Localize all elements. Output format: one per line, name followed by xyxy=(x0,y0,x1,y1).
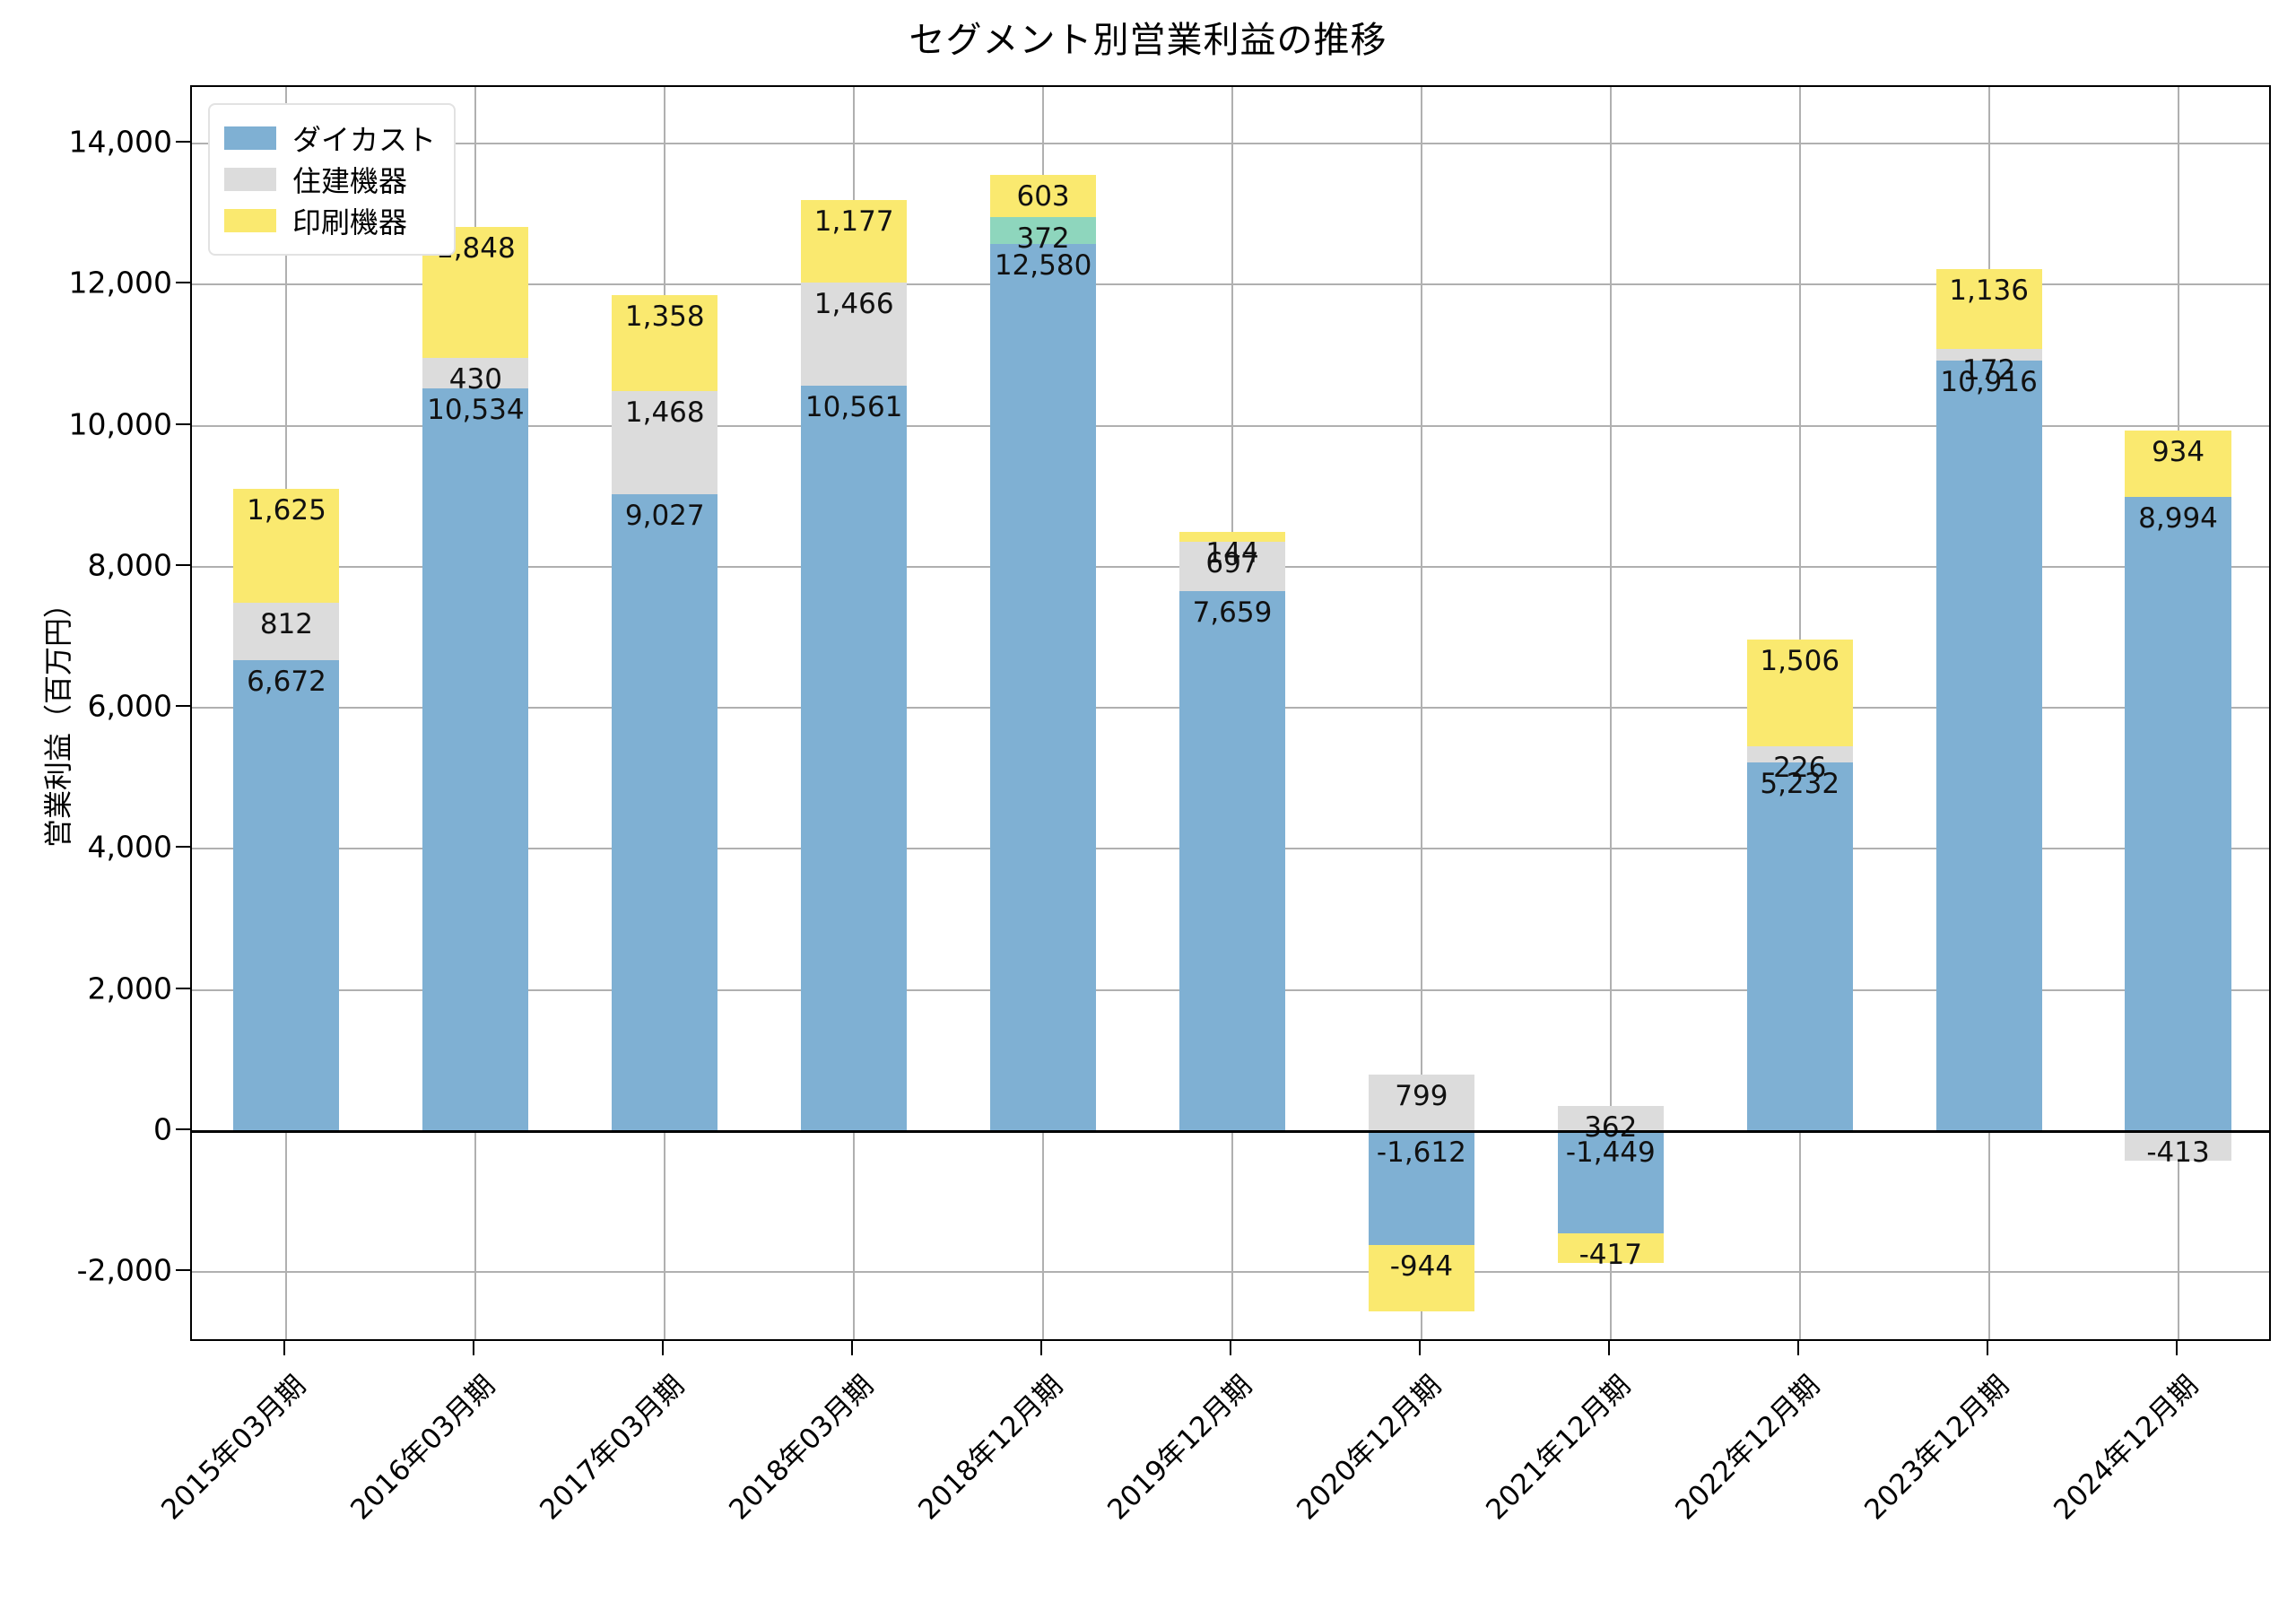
bar-segment[interactable] xyxy=(1935,348,2042,361)
y-tick-mark xyxy=(176,1269,190,1272)
chart-figure: セグメント別営業利益の推移 営業利益（百万円） -2,000 0 2,000 4,00… xyxy=(41,20,2271,1527)
bar-segment[interactable] xyxy=(233,660,340,1132)
bar-segment[interactable] xyxy=(990,174,1097,218)
legend-swatch-icon xyxy=(224,209,276,232)
legend-item-1[interactable]: 住建機器 xyxy=(224,159,436,200)
legend-item-2[interactable]: 印刷機器 xyxy=(224,200,436,241)
x-tick-mark xyxy=(283,1341,286,1355)
gridline-vertical xyxy=(1609,87,1612,1339)
bar-segment[interactable] xyxy=(1368,1075,1474,1132)
bar-segment[interactable] xyxy=(990,243,1097,1132)
bar-segment[interactable] xyxy=(612,494,718,1132)
y-tick-mark xyxy=(176,1128,190,1131)
gridline-horizontal xyxy=(192,283,2269,286)
y-tick-label: 14,000 xyxy=(68,124,172,160)
y-tick-label: 4,000 xyxy=(87,829,172,865)
bar-segment[interactable] xyxy=(2125,496,2231,1132)
bar-segment[interactable] xyxy=(801,386,908,1132)
x-tick-mark xyxy=(851,1341,854,1355)
bar-segment[interactable] xyxy=(1746,745,1853,762)
bar-segment[interactable] xyxy=(612,294,718,391)
y-tick-mark xyxy=(176,846,190,849)
legend-label: ダイカスト xyxy=(292,123,437,157)
bar-segment[interactable] xyxy=(1368,1131,1474,1245)
y-tick-label: 2,000 xyxy=(87,971,172,1006)
bar-segment[interactable] xyxy=(1178,590,1286,1132)
legend-swatch-icon xyxy=(224,168,276,191)
y-tick-label: 10,000 xyxy=(68,406,172,442)
bar-segment[interactable] xyxy=(2125,1131,2231,1161)
bar-segment[interactable] xyxy=(2125,431,2231,497)
bar-segment[interactable] xyxy=(233,603,340,661)
x-tick-mark xyxy=(1418,1341,1421,1355)
y-tick-label: 6,000 xyxy=(87,688,172,724)
bar-segment[interactable] xyxy=(990,217,1097,244)
bar-segment[interactable] xyxy=(612,390,718,495)
bar-segment[interactable] xyxy=(1178,541,1286,591)
x-tick-mark xyxy=(1986,1341,1988,1355)
bar-segment[interactable] xyxy=(1746,640,1853,746)
y-tick-label: -2,000 xyxy=(76,1252,172,1288)
y-tick-label: 12,000 xyxy=(68,265,172,300)
gridline-horizontal xyxy=(192,142,2269,144)
bar-segment[interactable] xyxy=(1557,1131,1664,1233)
zero-line xyxy=(192,1130,2269,1134)
bar-segment[interactable] xyxy=(422,387,529,1132)
plot-area: 6,672 812 1,625 10,534 430 1,848 9,027 1,468 1,3… xyxy=(190,85,2271,1341)
bar-segment[interactable] xyxy=(1935,268,2042,349)
chart-legend[interactable]: ダイカスト住建機器印刷機器 xyxy=(208,103,457,256)
x-tick-mark xyxy=(662,1341,665,1355)
x-tick-mark xyxy=(2175,1341,2178,1355)
y-tick-label: 8,000 xyxy=(87,547,172,583)
y-tick-mark xyxy=(176,422,190,425)
gridline-horizontal xyxy=(192,1271,2269,1274)
y-tick-label: 0 xyxy=(153,1111,172,1147)
y-tick-mark xyxy=(176,563,190,566)
y-tick-mark xyxy=(176,705,190,708)
chart-title: セグメント別営業利益の推移 xyxy=(909,20,1387,61)
x-tick-mark xyxy=(1796,1341,1799,1355)
bar-segment[interactable] xyxy=(801,199,908,283)
x-tick-mark xyxy=(1230,1341,1231,1355)
bar-segment[interactable] xyxy=(1178,531,1286,542)
x-tick-mark xyxy=(1040,1341,1043,1355)
gridline-vertical xyxy=(1420,87,1422,1339)
bar-segment[interactable] xyxy=(801,283,908,387)
legend-label: 印刷機器 xyxy=(292,205,408,239)
legend-item-0[interactable]: ダイカスト xyxy=(224,118,436,159)
bar-segment[interactable] xyxy=(422,357,529,388)
bar-segment[interactable] xyxy=(1557,1105,1664,1132)
y-tick-mark xyxy=(176,140,190,143)
bar-segment[interactable] xyxy=(1368,1244,1474,1312)
bar-segment[interactable] xyxy=(1935,361,2042,1132)
gridline-horizontal xyxy=(192,424,2269,427)
y-tick-mark xyxy=(176,282,190,284)
y-tick-mark xyxy=(176,987,190,989)
legend-label: 住建機器 xyxy=(292,164,408,198)
bar-segment[interactable] xyxy=(1557,1233,1664,1263)
legend-swatch-icon xyxy=(224,126,276,150)
bar-segment[interactable] xyxy=(233,488,340,604)
x-tick-mark xyxy=(1607,1341,1610,1355)
x-tick-mark xyxy=(473,1341,475,1355)
bar-segment[interactable] xyxy=(1746,762,1853,1132)
